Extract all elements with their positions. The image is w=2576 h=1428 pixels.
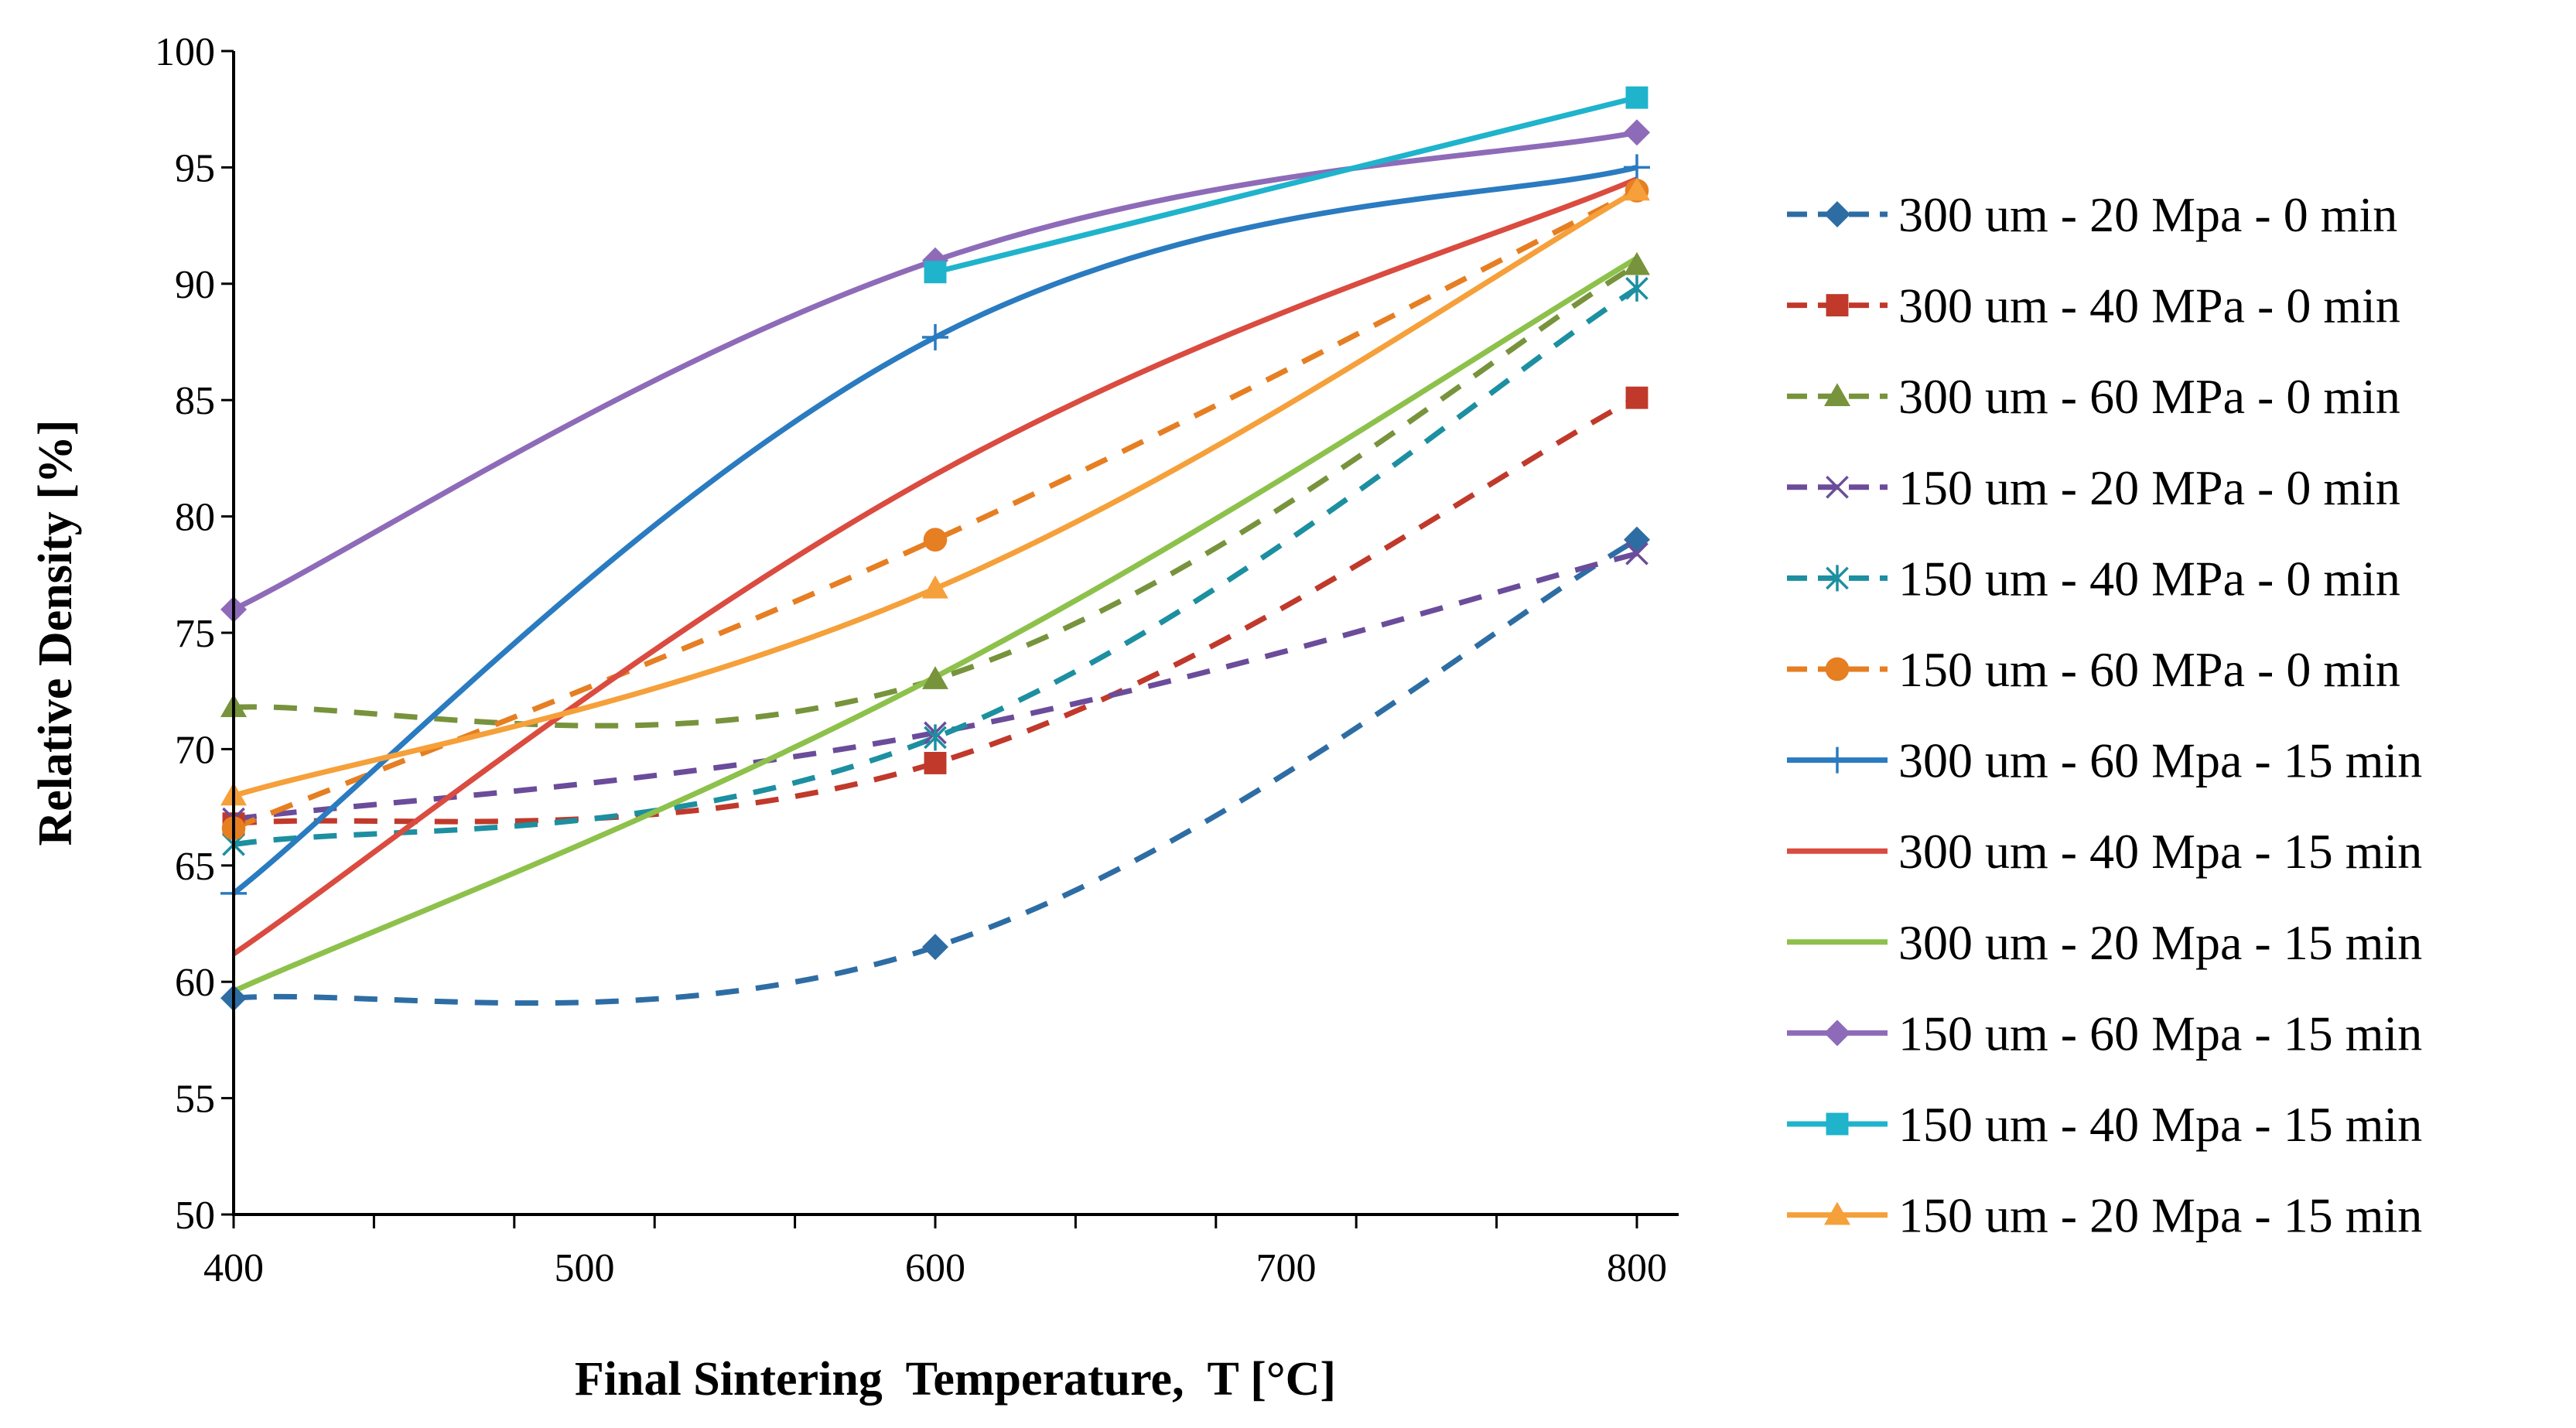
legend-marker-11 (1826, 1112, 1849, 1136)
series-line-3 (233, 262, 1638, 729)
y-tick-label-60: 60 (175, 961, 215, 1005)
y-tick-label-100: 100 (155, 30, 215, 74)
data-point-s11-800 (1625, 86, 1648, 109)
legend-marker-10 (1824, 1020, 1850, 1047)
x-axis-title: Final Sintering Temperature, T [°C] (575, 1353, 1336, 1406)
y-tick-label-65: 65 (175, 845, 215, 889)
data-point-s5-800 (1625, 275, 1648, 302)
legend-marker-12 (1824, 1201, 1850, 1225)
axes-layer: 50 55 60 65 70 75 80 85 90 95 100 400 500 600 700 800 (155, 30, 1667, 1290)
x-tick-label-500: 500 (555, 1246, 615, 1290)
legend-label-4: 150 um - 20 MPa - 0 min (1898, 460, 2400, 515)
legend-label-11: 150 um - 40 Mpa - 15 min (1898, 1097, 2422, 1152)
series-line-8 (232, 176, 1638, 956)
series-line-4 (233, 551, 1638, 822)
legend-marker-2 (1826, 294, 1849, 317)
data-point-s1-600 (922, 934, 948, 961)
legend-label-12: 150 um - 20 Mpa - 15 min (1898, 1188, 2422, 1243)
series-line-6 (232, 188, 1638, 831)
legend-marker-5 (1826, 565, 1849, 592)
data-point-s2-800 (1625, 386, 1648, 409)
data-point-s6-600 (923, 528, 948, 552)
data-point-s4-800 (1625, 541, 1648, 565)
data-point-s2-600 (924, 751, 947, 774)
data-point-s11-600 (924, 261, 947, 284)
y-axis-title: Relative Density [%] (29, 420, 82, 846)
legend-label-5: 150 um - 40 MPa - 0 min (1898, 551, 2400, 606)
x-tick-label-600: 600 (905, 1246, 965, 1290)
data-point-s12-600 (922, 575, 948, 599)
x-tick-label-400: 400 (203, 1246, 264, 1290)
y-tick-label-90: 90 (175, 263, 215, 307)
legend-label-7: 300 um - 60 Mpa - 15 min (1898, 733, 2422, 788)
data-point-s7-600 (922, 323, 948, 350)
legend-label-3: 300 um - 60 MPa - 0 min (1898, 369, 2400, 424)
data-point-s3-600 (922, 666, 948, 689)
markers-layer (220, 86, 1650, 1012)
y-tick-label-95: 95 (175, 146, 215, 190)
legend-label-6: 150 um - 60 MPa - 0 min (1898, 642, 2400, 697)
y-tick-label-55: 55 (175, 1078, 215, 1122)
data-point-s12-800 (1624, 177, 1650, 201)
x-tick-label-700: 700 (1256, 1246, 1317, 1290)
data-point-s1-800 (1624, 526, 1650, 553)
legend-marker-3 (1824, 383, 1850, 406)
legend-label-2: 300 um - 40 MPa - 0 min (1898, 278, 2400, 333)
series-line-9 (232, 255, 1638, 994)
legend-label-9: 300 um - 20 Mpa - 15 min (1898, 915, 2422, 970)
series-line-7 (231, 164, 1638, 896)
legend-marker-6 (1825, 657, 1850, 682)
legend-label-8: 300 um - 40 Mpa - 15 min (1898, 824, 2422, 879)
y-tick-label-75: 75 (175, 612, 215, 656)
x-tick-label-800: 800 (1607, 1246, 1667, 1290)
data-point-s5-600 (924, 724, 947, 751)
y-tick-label-70: 70 (175, 728, 215, 772)
legend-label-10: 150 um - 60 Mpa - 15 min (1898, 1006, 2422, 1061)
legend-marker-7 (1824, 746, 1850, 774)
data-point-s10-800 (1624, 119, 1650, 146)
legend-label-1: 300 um - 20 Mpa - 0 min (1898, 187, 2397, 242)
legend-marker-4 (1826, 475, 1849, 499)
legend-marker-1 (1824, 201, 1850, 227)
series-line-5 (233, 285, 1638, 848)
legend: 300 um - 20 Mpa - 0 min 300 um - 40 MPa -… (1787, 187, 2422, 1243)
y-tick-label-85: 85 (175, 379, 215, 423)
y-tick-label-80: 80 (175, 496, 215, 540)
data-point-s3-800 (1624, 251, 1650, 275)
data-point-s7-800 (1624, 154, 1650, 181)
y-tick-label-50: 50 (175, 1194, 215, 1238)
series-line-1 (233, 537, 1638, 1006)
series-line-11 (934, 94, 1638, 275)
